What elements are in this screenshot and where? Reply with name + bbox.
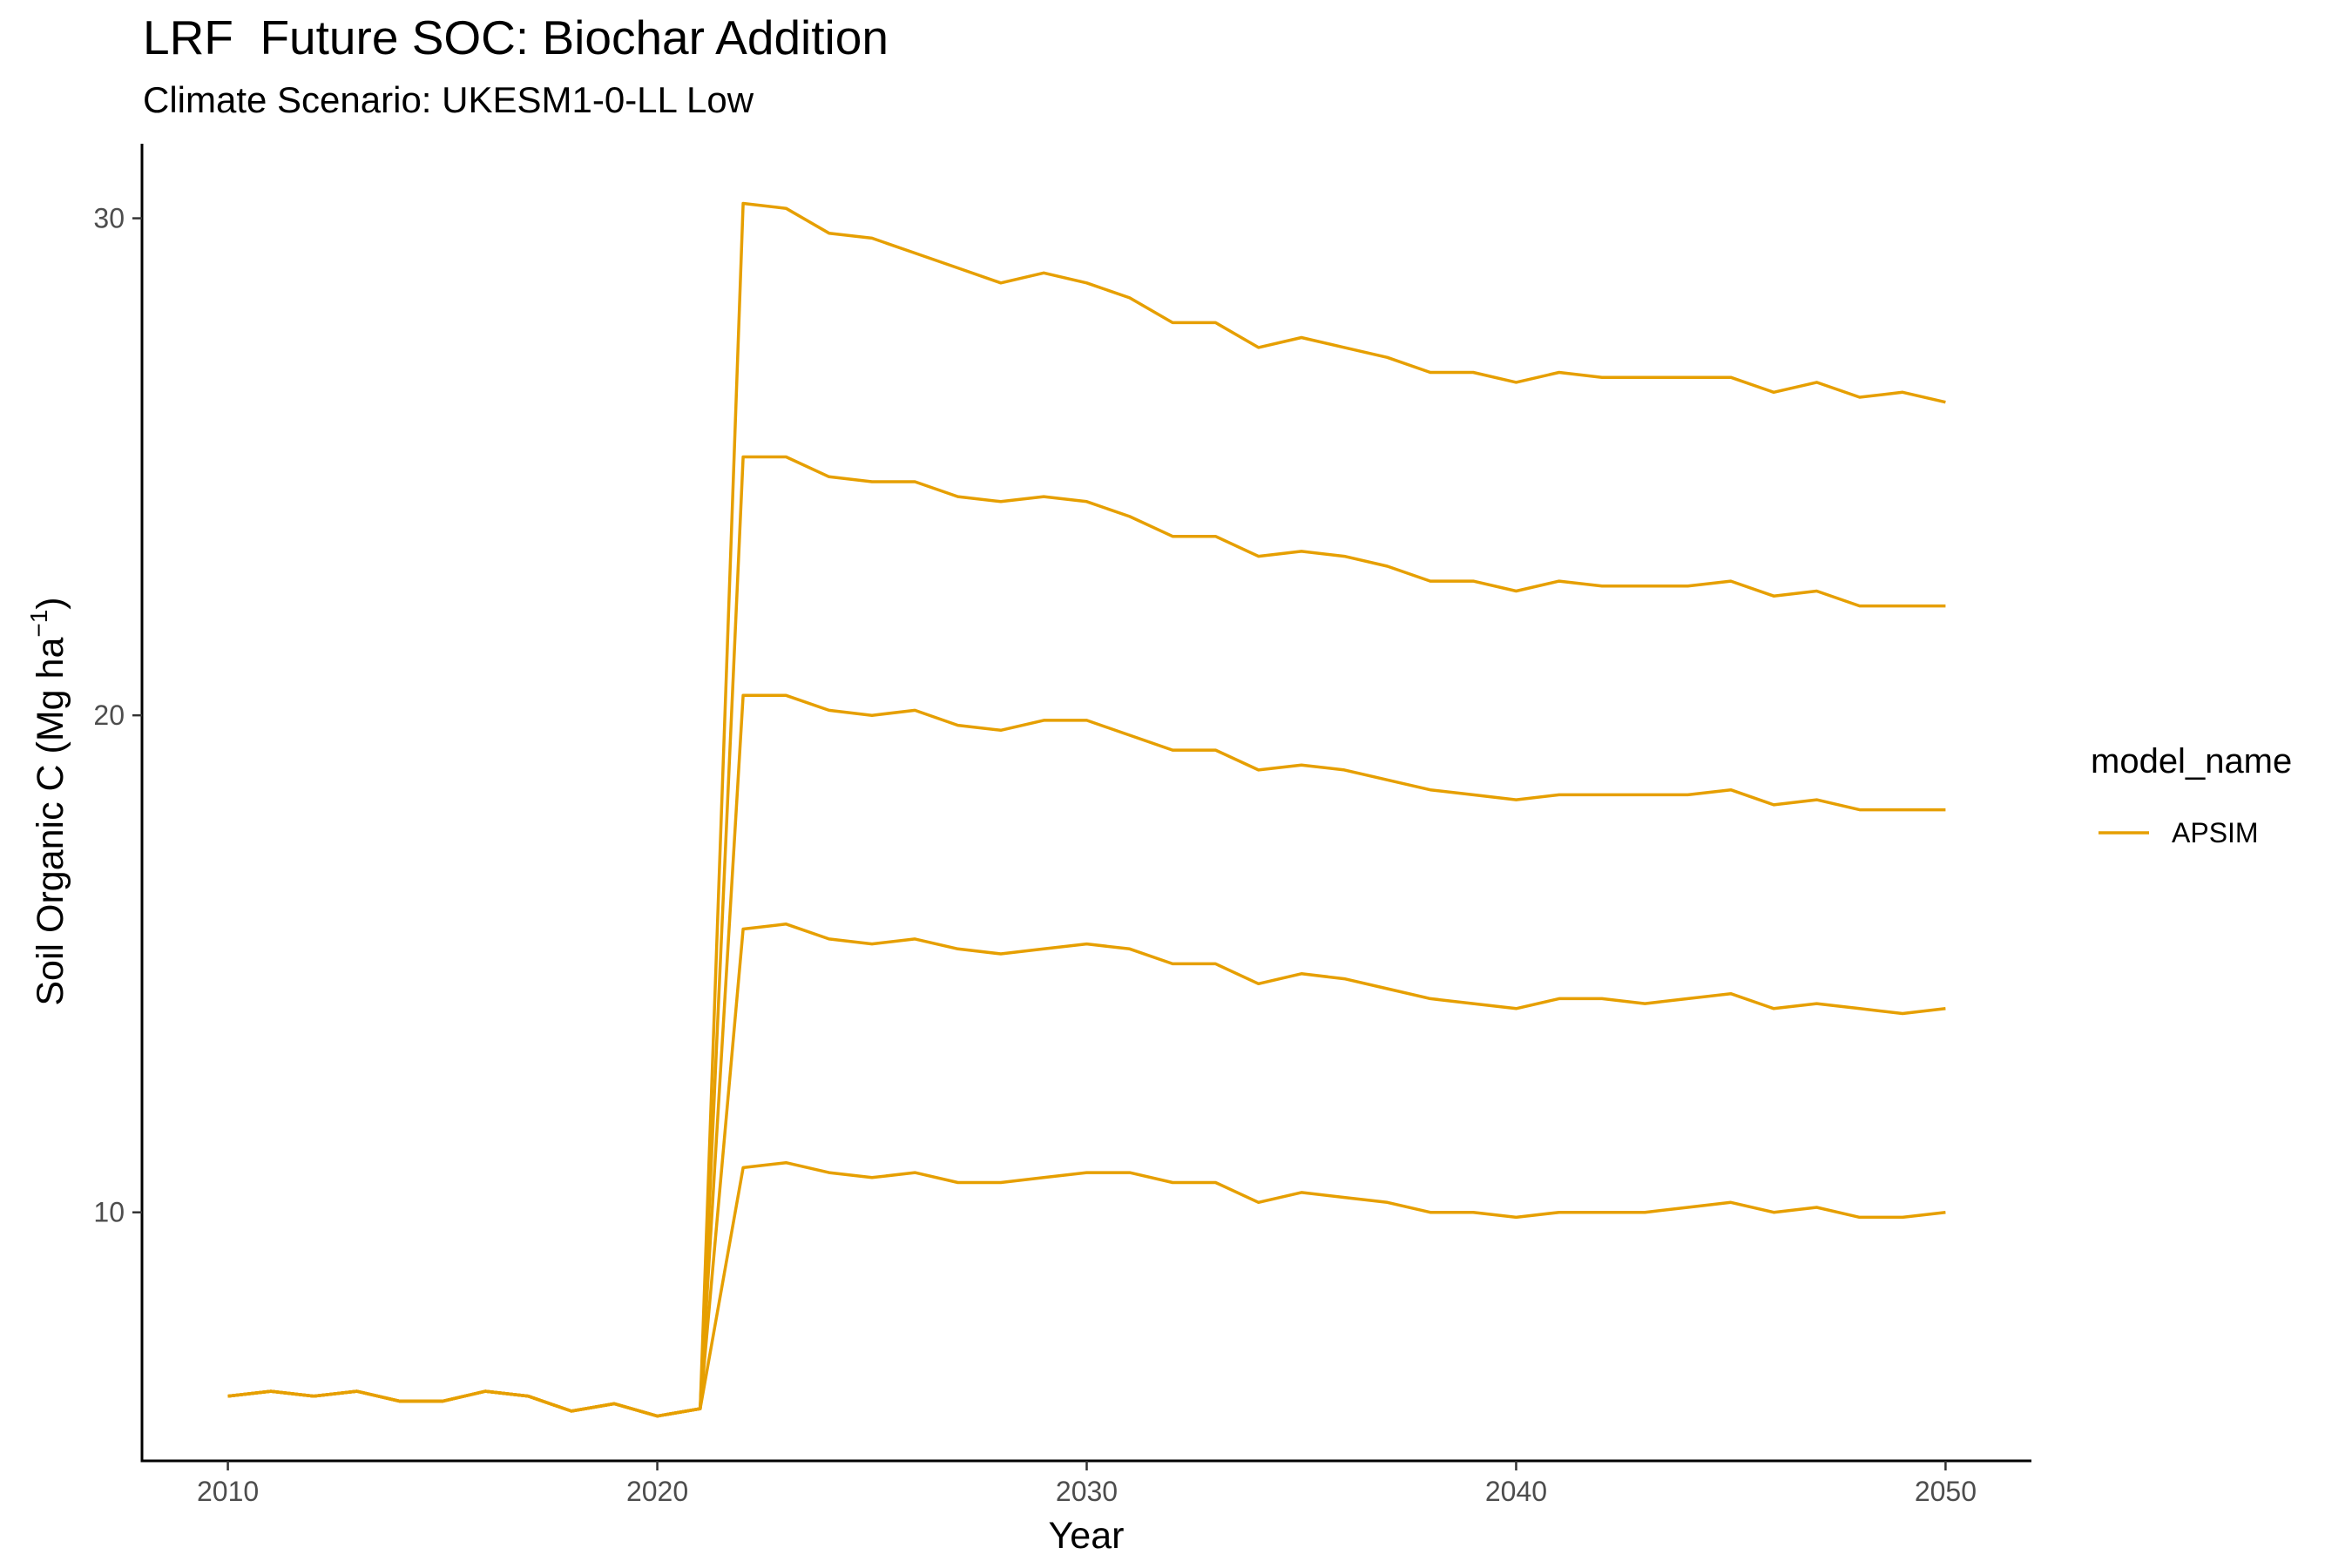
y-axis-title: Soil Organic C (Mg ha−1): [25, 597, 71, 1005]
y-axis-ticks: 10 20 30: [93, 203, 142, 1228]
y-axis-title-main: Soil Organic C (Mg ha: [30, 638, 71, 1006]
legend: model_name APSIM: [2091, 742, 2292, 848]
y-tick-label: 30: [93, 203, 125, 234]
chart-subtitle: Climate Scenario: UKESM1-0-LL Low: [143, 79, 754, 120]
x-axis-title: Year: [1049, 1515, 1125, 1557]
chart-title: LRF Future SOC: Biochar Addition: [143, 10, 889, 64]
series-line-apsim-5: [227, 1160, 1946, 1418]
y-axis-title-close: ): [30, 597, 71, 609]
legend-title: model_name: [2091, 742, 2292, 781]
y-tick-label: 20: [93, 700, 125, 731]
x-tick-label: 2020: [626, 1476, 688, 1507]
y-tick-label: 10: [93, 1197, 125, 1228]
x-tick-label: 2050: [1915, 1476, 1977, 1507]
series-line-apsim-2: [227, 455, 1946, 1418]
x-tick-label: 2030: [1056, 1476, 1118, 1507]
series-line-apsim-1: [227, 201, 1946, 1418]
plot-area: [227, 201, 1946, 1418]
x-tick-label: 2010: [197, 1476, 259, 1507]
series-line-apsim-3: [227, 693, 1946, 1418]
x-tick-label: 2040: [1485, 1476, 1547, 1507]
legend-label-apsim: APSIM: [2172, 817, 2259, 848]
x-axis-ticks: 2010 2020 2030 2040 2050: [197, 1461, 1977, 1507]
y-axis-title-superscript: −1: [25, 610, 52, 638]
series-line-apsim-4: [227, 923, 1946, 1418]
